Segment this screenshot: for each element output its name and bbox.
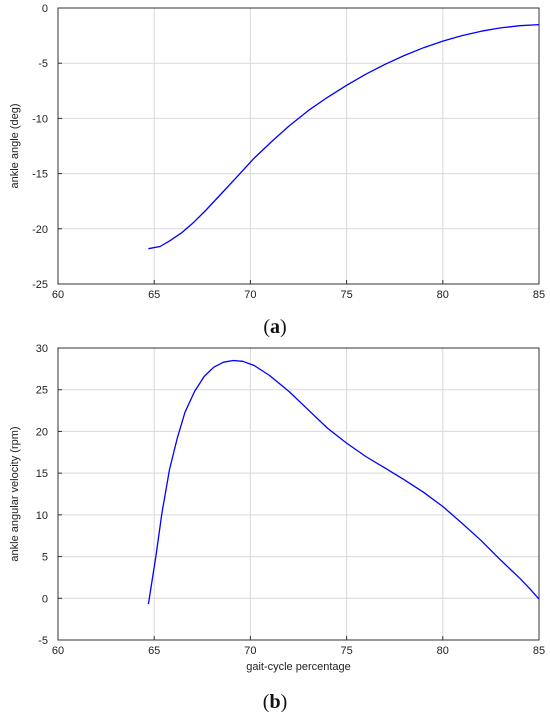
chart-a-xtick-label: 70: [244, 289, 256, 301]
panel-b-label: (b): [263, 691, 287, 713]
panel-a-label: (a): [263, 316, 286, 338]
chart-b: 60 65 70 75 80 85 30 25 20 15 10 5 0 -5 ankle angular …: [9, 343, 545, 673]
chart-a-xtick-label: 60: [52, 289, 64, 301]
chart-b-xtick-label: 70: [244, 645, 256, 657]
chart-a-xtick-label: 65: [148, 289, 160, 301]
chart-a-ytick-label: -15: [32, 169, 48, 181]
chart-a-ytick-label: -5: [38, 58, 48, 70]
chart-b-ytick-label: 15: [36, 468, 48, 480]
chart-b-xlabel: gait-cycle percentage: [246, 661, 351, 673]
chart-a-ytick-label: -10: [32, 113, 48, 125]
chart-b-ylabel: ankle angular velocity (rpm): [9, 426, 21, 561]
chart-b-xtick-label: 60: [52, 645, 64, 657]
panel-a-letter: a: [270, 316, 280, 338]
chart-b-ytick-label: 30: [36, 343, 48, 355]
chart-b-ytick-label: -5: [38, 635, 48, 647]
chart-a-ytick-label: 0: [42, 3, 48, 15]
chart-b-series-line: [147, 359, 540, 605]
chart-b-xtick-label: 75: [340, 645, 352, 657]
chart-b-ytick-label: 10: [36, 510, 48, 522]
chart-b-ytick-label: 5: [42, 552, 48, 564]
chart-b-axes-frame: [57, 347, 540, 641]
chart-a-ytick-label: -25: [32, 279, 48, 291]
chart-b-ytick-label: 20: [36, 426, 48, 438]
chart-b-xtick-label: 80: [437, 645, 449, 657]
chart-a-ytick-label: -20: [32, 224, 48, 236]
chart-b-ytick-label: 0: [42, 593, 48, 605]
chart-a-xtick-label: 80: [437, 289, 449, 301]
chart-a-xtick-label: 75: [340, 289, 352, 301]
panel-b-letter: b: [269, 691, 280, 713]
chart-b-xtick-label: 85: [533, 645, 545, 657]
chart-a-ylabel: ankle angle (deg): [9, 103, 21, 188]
chart-a: 60 65 70 75 80 85 0 -5 -10 -15 -20 -25 ankle angle (…: [9, 3, 545, 301]
chart-a-xtick-label: 85: [533, 289, 545, 301]
chart-a-series-line: [148, 23, 540, 250]
chart-b-xtick-label: 65: [148, 645, 160, 657]
chart-a-axes-frame: [57, 7, 540, 285]
chart-b-ytick-label: 25: [36, 385, 48, 397]
